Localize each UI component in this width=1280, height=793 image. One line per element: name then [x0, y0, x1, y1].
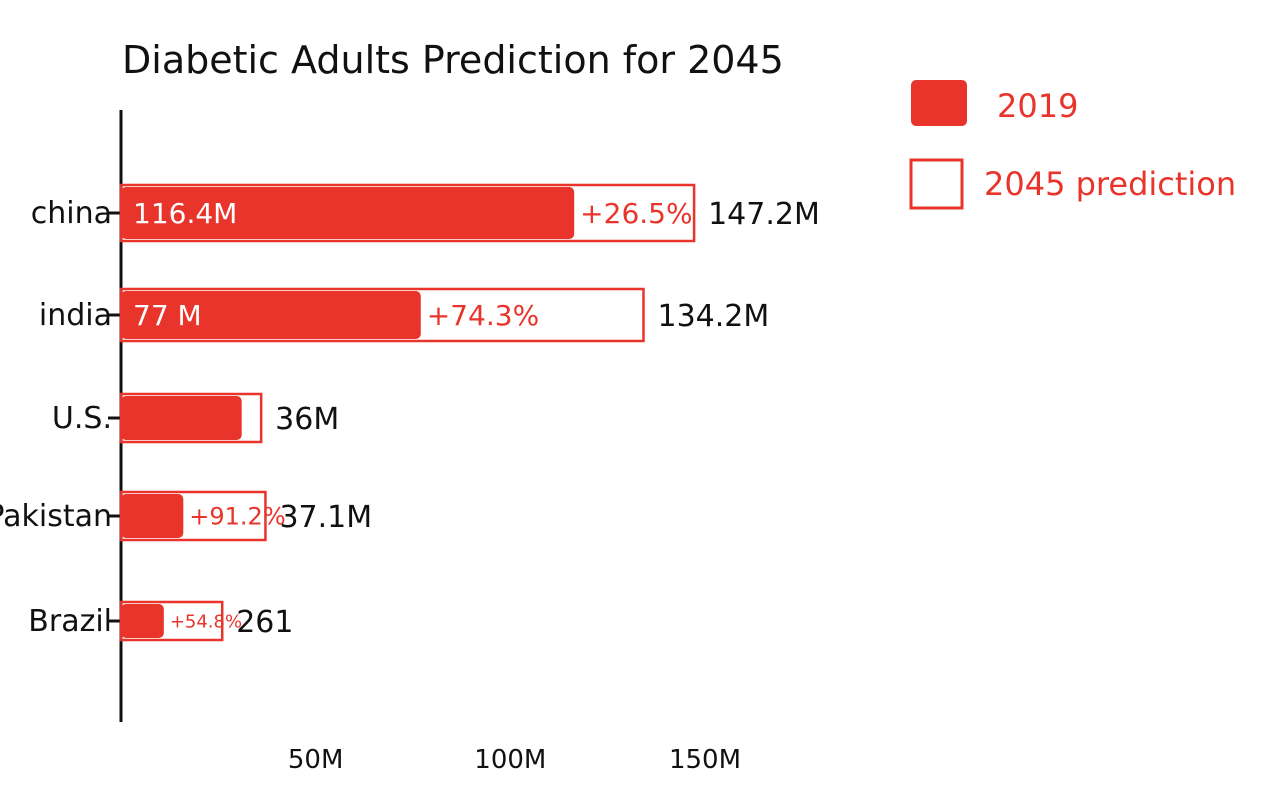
- category-label: china: [31, 196, 112, 231]
- x-ticks-group: 50M 100M 150M: [288, 745, 741, 775]
- bar-2019: [121, 187, 575, 239]
- legend-label-2019: 2019: [997, 87, 1078, 125]
- bar-value-label: 116.4M: [133, 197, 237, 230]
- category-label: Pakistan: [0, 499, 112, 534]
- bar-2019: [121, 604, 164, 638]
- bars-group: china 116.4M +26.5% 147.2M india 77 M +74.3% 13…: [0, 183, 820, 642]
- bar-value-label: 77 M: [133, 299, 202, 332]
- change-label: +54.8%: [170, 611, 242, 632]
- total-label: 147.2M: [708, 197, 820, 232]
- legend-swatch-2045: [909, 158, 964, 210]
- category-label: U.S.: [52, 401, 112, 436]
- change-label: +26.5%: [580, 197, 692, 230]
- change-label: +91.2%: [189, 502, 285, 530]
- bar-2019: [121, 396, 242, 440]
- total-label: 261: [236, 605, 293, 640]
- bar-2019: [121, 494, 184, 538]
- legend: 2019 2045 prediction: [909, 80, 1236, 210]
- chart-title: Diabetic Adults Prediction for 2045: [122, 38, 784, 82]
- total-label: 37.1M: [279, 500, 372, 535]
- legend-label-2045: 2045 prediction: [984, 165, 1236, 203]
- change-label: +74.3%: [427, 299, 539, 332]
- total-label: 36M: [275, 402, 339, 437]
- category-label: india: [39, 298, 112, 333]
- legend-swatch-2019: [911, 80, 967, 126]
- x-tick-label: 100M: [474, 745, 546, 775]
- x-tick-label: 150M: [669, 745, 741, 775]
- x-tick-label: 50M: [288, 745, 344, 775]
- total-label: 134.2M: [657, 299, 769, 334]
- bar-2019: [121, 291, 421, 339]
- category-label: Brazil: [28, 604, 112, 639]
